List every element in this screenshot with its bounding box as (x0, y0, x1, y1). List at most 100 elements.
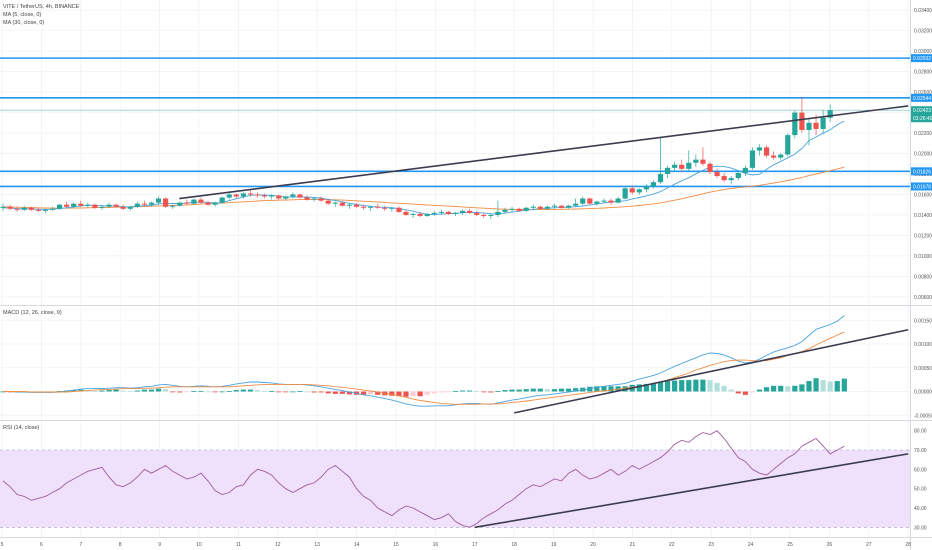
candle-body[interactable] (573, 203, 579, 206)
candle-body[interactable] (502, 209, 508, 212)
candle-body[interactable] (459, 210, 466, 213)
candle-body[interactable] (269, 195, 275, 197)
candle-body[interactable] (799, 112, 805, 130)
candle[interactable] (56, 203, 63, 210)
candle-body[interactable] (721, 176, 727, 181)
candle-body[interactable] (42, 209, 49, 211)
candle[interactable] (664, 165, 671, 179)
candle[interactable] (21, 205, 27, 211)
candle-body[interactable] (346, 204, 353, 206)
candle-body[interactable] (332, 202, 338, 204)
candle[interactable] (799, 97, 805, 134)
candle-body[interactable] (707, 163, 713, 172)
candle[interactable] (304, 195, 310, 201)
candle[interactable] (452, 211, 459, 216)
candle-body[interactable] (134, 203, 140, 207)
candle[interactable] (756, 144, 763, 156)
candle[interactable] (495, 200, 501, 217)
candle-body[interactable] (92, 204, 98, 208)
macd-panel[interactable] (0, 315, 909, 414)
candle-body[interactable] (7, 206, 13, 209)
candle-body[interactable] (290, 194, 296, 197)
candle[interactable] (629, 185, 635, 195)
candle-body[interactable] (247, 193, 254, 195)
candle[interactable] (311, 197, 317, 202)
candle[interactable] (134, 201, 140, 208)
candle-body[interactable] (474, 212, 480, 215)
candle-body[interactable] (360, 206, 367, 208)
candle[interactable] (7, 204, 13, 210)
candle-body[interactable] (587, 198, 593, 204)
candle-body[interactable] (120, 206, 126, 209)
candle[interactable] (686, 150, 692, 171)
candle[interactable] (332, 201, 338, 207)
candle[interactable] (163, 197, 169, 208)
candle[interactable] (113, 203, 119, 208)
candle-body[interactable] (728, 178, 734, 181)
candle[interactable] (78, 200, 84, 207)
candle[interactable] (64, 201, 70, 208)
candle[interactable] (714, 168, 720, 179)
candle[interactable] (254, 192, 261, 198)
candle[interactable] (92, 203, 98, 209)
candle[interactable] (608, 198, 614, 205)
candle[interactable] (106, 202, 112, 208)
candle[interactable] (85, 202, 91, 208)
candle-body[interactable] (0, 206, 6, 208)
candle[interactable] (226, 192, 232, 200)
candle-body[interactable] (396, 207, 402, 212)
candle[interactable] (198, 197, 204, 204)
candle[interactable] (771, 151, 777, 160)
candle-body[interactable] (85, 204, 91, 206)
candle[interactable] (622, 186, 628, 200)
candle-body[interactable] (49, 208, 56, 210)
candle-body[interactable] (481, 214, 487, 216)
candle-body[interactable] (467, 210, 473, 213)
candle[interactable] (389, 206, 395, 212)
candle-body[interactable] (56, 204, 63, 209)
candle[interactable] (806, 117, 812, 146)
candle[interactable] (516, 207, 522, 212)
candle-body[interactable] (530, 206, 536, 208)
candle-body[interactable] (127, 206, 133, 209)
candle-body[interactable] (495, 211, 501, 215)
candle[interactable] (35, 207, 41, 212)
candle-body[interactable] (276, 195, 282, 199)
candle[interactable] (537, 205, 543, 210)
candle[interactable] (502, 207, 508, 214)
candle-body[interactable] (608, 200, 614, 203)
candle-body[interactable] (283, 196, 289, 199)
candle-body[interactable] (64, 204, 70, 207)
candle-body[interactable] (820, 117, 826, 129)
candle-body[interactable] (672, 164, 678, 168)
candle[interactable] (792, 110, 798, 139)
candle-body[interactable] (813, 122, 819, 129)
candle-body[interactable] (297, 194, 303, 198)
candle-body[interactable] (28, 207, 34, 210)
candle-body[interactable] (806, 122, 812, 130)
candle-body[interactable] (410, 213, 416, 215)
candle[interactable] (247, 190, 254, 197)
candle-body[interactable] (438, 211, 444, 213)
candle[interactable] (735, 169, 741, 181)
candle[interactable] (269, 194, 275, 200)
price-panel[interactable] (0, 57, 910, 220)
candle[interactable] (820, 110, 826, 134)
candle-body[interactable] (664, 167, 671, 174)
candle-body[interactable] (148, 202, 155, 205)
candle-body[interactable] (551, 205, 558, 207)
candle-body[interactable] (749, 150, 756, 168)
candle[interactable] (679, 159, 685, 172)
candle-body[interactable] (601, 200, 607, 202)
candle[interactable] (212, 201, 218, 207)
candle[interactable] (297, 193, 303, 199)
candle[interactable] (0, 203, 6, 211)
candle[interactable] (49, 206, 56, 211)
candle-body[interactable] (226, 194, 232, 198)
candle[interactable] (509, 206, 515, 212)
candle-body[interactable] (198, 199, 204, 203)
candle[interactable] (177, 201, 183, 207)
price-trendline[interactable] (179, 105, 909, 200)
candle[interactable] (42, 208, 49, 213)
candle[interactable] (382, 205, 388, 211)
